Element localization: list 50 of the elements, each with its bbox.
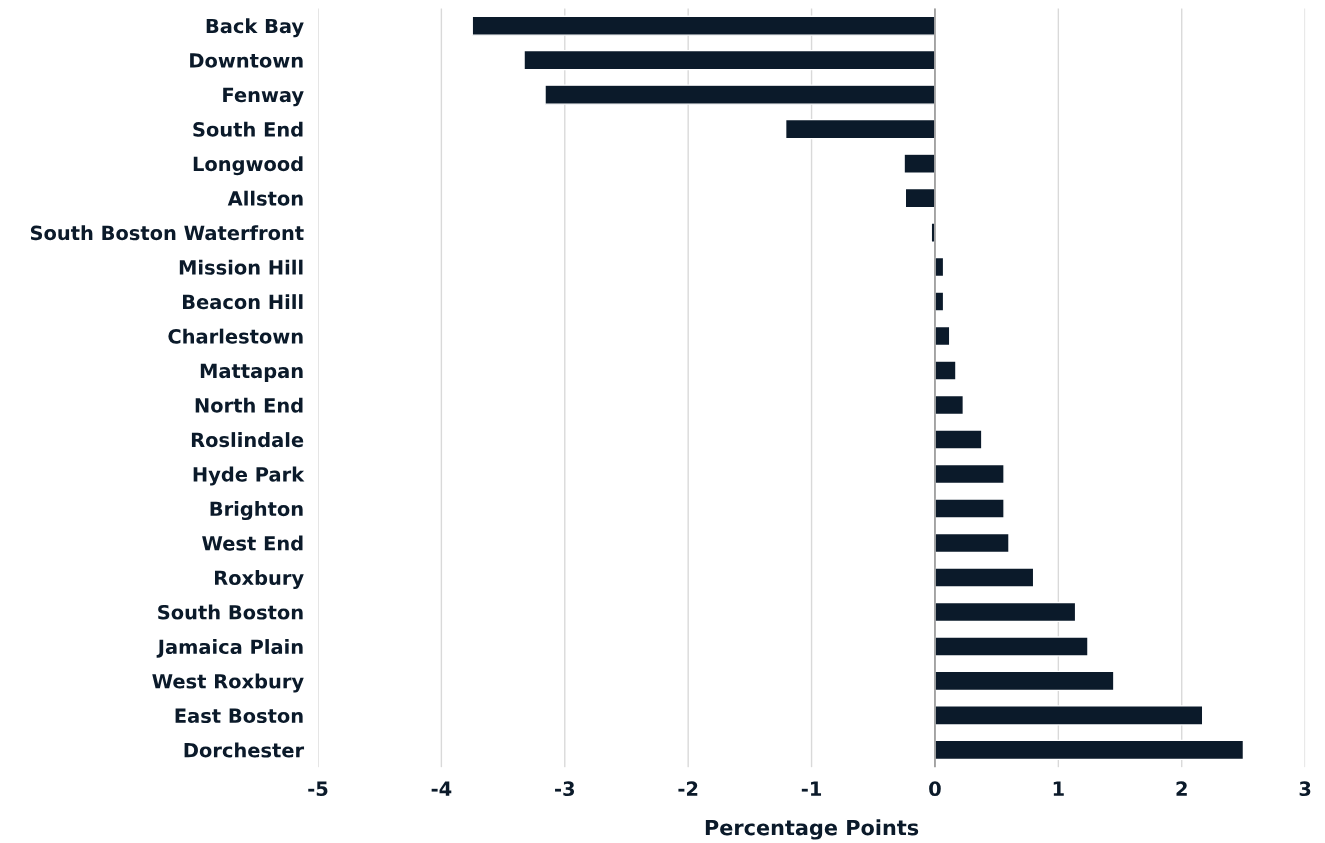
y-tick-label: Allston [227,190,303,206]
bar [934,705,1204,726]
y-tick-label: Roxbury [215,570,304,590]
y-tick-label: Roslindale [191,432,304,448]
bar [544,84,936,105]
bar [934,394,965,416]
x-tick-label: -1 [801,781,822,796]
bar [934,601,1077,623]
bar [934,498,1005,519]
bar [904,187,936,209]
y-tick-label: North End [195,397,303,413]
y-tick-label: Hyde Park [193,466,305,486]
bar [934,670,1115,692]
x-axis-title: Percentage Points [705,819,919,840]
y-tick-label: Mission Hill [179,259,303,275]
bar [523,49,936,71]
x-tick-label: -5 [308,781,328,797]
x-tick-label: 0 [929,781,941,797]
bar [903,153,936,174]
y-tick-label: Back Bay [206,18,304,38]
bar [934,360,957,381]
y-tick-label: West End [202,535,303,551]
bar [934,636,1089,657]
y-tick-label: Mattapan [200,363,303,382]
x-tick-label: -3 [555,781,575,797]
y-tick-label: South Boston Waterfront [30,225,304,241]
y-tick-label: Beacon Hill [183,294,303,310]
x-tick-label: -2 [678,781,698,796]
bar [934,429,983,450]
bar [934,532,1010,554]
y-tick-label: Fenway [223,87,304,107]
y-tick-label: South End [193,121,303,137]
x-tick-label: -4 [431,781,452,796]
y-tick-label: Dorchester [184,742,305,758]
bar [934,567,1035,588]
bar [934,463,1005,485]
y-tick-label: West Roxbury [152,673,304,693]
bar [784,118,936,140]
x-tick-label: 1 [1053,781,1064,796]
y-tick-label: Downtown [190,53,303,68]
x-tick-label: 2 [1176,781,1187,796]
x-tick-label: 3 [1299,781,1311,797]
y-tick-label: South Boston [158,604,303,620]
bar [471,15,936,36]
y-tick-label: East Boston [175,708,303,724]
y-tick-label: Jamaica Plain [156,639,303,658]
y-tick-label: Longwood [193,156,303,176]
y-tick-label: Charlestown [168,328,303,344]
y-tick-label: Brighton [210,501,303,521]
bar [934,739,1245,761]
